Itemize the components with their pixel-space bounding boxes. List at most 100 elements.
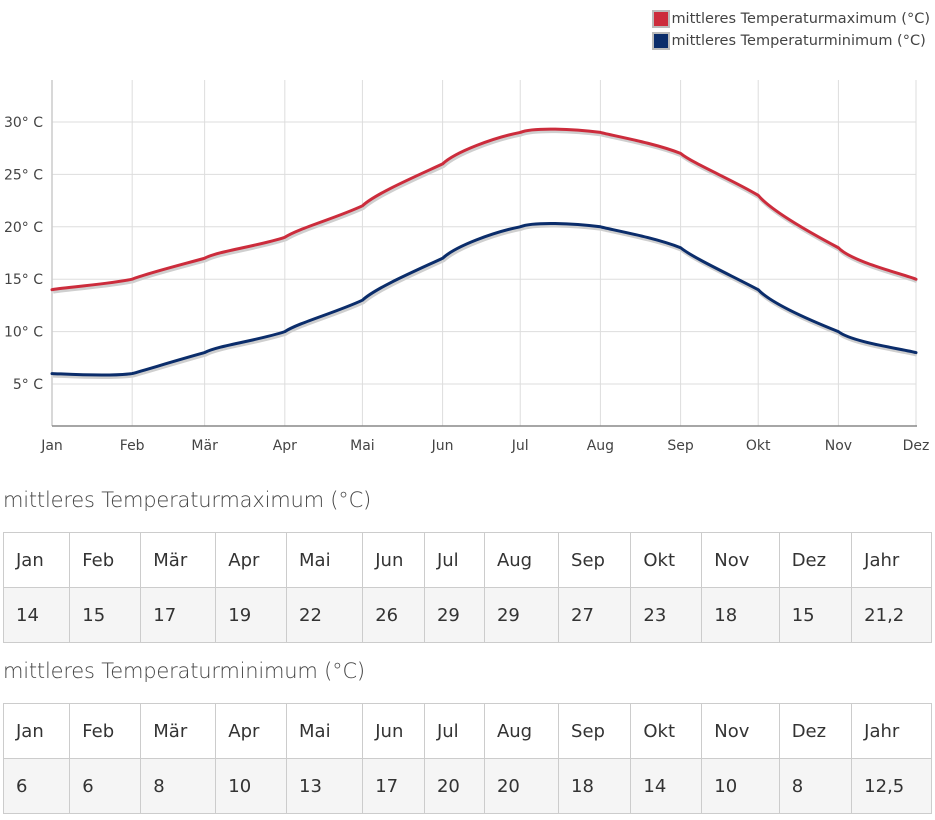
data-point[interactable] [46,368,58,380]
table-cell: 18 [701,587,780,643]
series-lines [46,126,922,380]
data-point[interactable] [437,252,449,264]
series-line-max[interactable] [50,127,918,292]
table-cell: 29 [423,587,485,643]
table-header-row: Jan Feb Mär Apr Mai Jun Jul Aug Sep Okt Nov Dez Jahr [2,532,932,588]
table-header-cell: Okt [630,703,703,759]
table-cell: 20 [423,758,485,814]
table-header-cell: Sep [558,532,632,588]
data-point[interactable] [514,221,526,233]
x-tick-label: Nov [825,438,852,454]
table-cell: 22 [286,587,364,643]
table-cell: 21,2 [851,587,932,643]
data-point[interactable] [437,158,449,170]
y-tick-label: 20° C [4,220,43,236]
table-cell: 14 [2,587,71,643]
data-point[interactable] [279,326,291,338]
table-header-cell: Aug [483,703,560,759]
table-header-cell: Mai [286,532,364,588]
table-header-cell: Aug [483,532,560,588]
table-cell: 29 [483,587,560,643]
x-tick-label: Mai [350,438,375,454]
x-tick-label: Jan [40,438,63,454]
table-row: 14 15 17 19 22 26 29 29 27 23 18 15 21,2 [2,587,932,643]
table-header-cell: Apr [215,703,288,759]
data-point[interactable] [594,126,606,138]
legend-swatch-min [652,32,671,50]
table-header-cell: Jun [362,532,425,588]
data-point[interactable] [356,200,368,212]
table-header-cell: Jahr [851,532,932,588]
data-point[interactable] [752,189,764,201]
axes: 5° C 10° C 15° C 20° C 25° C 30° C Jan Feb Mär Ap… [4,80,929,454]
legend-swatch-max [652,10,671,28]
table-cell: 15 [69,587,142,643]
table-cell: 6 [69,758,142,814]
data-point[interactable] [279,231,291,243]
data-point[interactable] [910,273,922,285]
table-header-cell: Feb [69,532,142,588]
y-tick-label: 10° C [4,325,43,341]
table-min: Jan Feb Mär Apr Mai Jun Jul Aug Sep Okt Nov Dez Jahr… [2,703,932,814]
series-shadow [52,129,918,294]
data-point[interactable] [752,284,764,296]
table-header-cell: Jul [423,703,485,759]
legend-item-max[interactable]: mittleres Temperaturmaximum (°C) [652,8,930,30]
table-header-cell: Dez [778,532,853,588]
data-point[interactable] [675,242,687,254]
table-cell: 12,5 [851,758,932,814]
table-row: 6 6 8 10 13 17 20 20 18 14 10 8 12,5 [2,758,932,814]
table-cell: 23 [630,587,703,643]
data-point[interactable] [832,242,844,254]
table-header-cell: Mai [286,703,364,759]
series-line-min[interactable] [50,222,918,377]
data-point[interactable] [910,347,922,359]
table-max: Jan Feb Mär Apr Mai Jun Jul Aug Sep Okt Nov Dez Jahr… [2,532,932,643]
x-tick-label: Jul [511,438,529,454]
x-tick-label: Sep [667,438,694,454]
legend-label-min: mittleres Temperaturminimum (°C) [671,33,926,49]
table-header-cell: Jun [362,703,425,759]
x-tick-label: Aug [587,438,614,454]
table-header-cell: Nov [701,532,780,588]
data-point[interactable] [356,294,368,306]
y-tick-label: 30° C [4,115,43,131]
table-cell: 6 [2,758,71,814]
data-point[interactable] [199,252,211,264]
table-cell: 14 [630,758,703,814]
table-header-cell: Feb [69,703,142,759]
table-title-max: mittleres Temperaturmaximum (°C) [3,488,372,512]
table-cell: 13 [286,758,364,814]
data-point[interactable] [514,126,526,138]
table-header-cell: Nov [701,703,780,759]
grid [51,80,917,426]
data-point[interactable] [126,273,138,285]
table-title-min: mittleres Temperaturminimum (°C) [3,659,365,683]
data-point[interactable] [199,347,211,359]
chart-legend: mittleres Temperaturmaximum (°C) mittler… [652,8,930,52]
table-cell: 17 [140,587,217,643]
table-header-cell: Mär [140,703,217,759]
legend-label-max: mittleres Temperaturmaximum (°C) [671,11,930,27]
table-header-row: Jan Feb Mär Apr Mai Jun Jul Aug Sep Okt Nov Dez Jahr [2,703,932,759]
x-tick-label: Okt [746,438,771,454]
table-header-cell: Jan [2,532,71,588]
table-cell: 17 [362,758,425,814]
table-cell: 27 [558,587,632,643]
data-point[interactable] [675,147,687,159]
data-point[interactable] [594,221,606,233]
x-tick-label: Mär [191,438,218,454]
table-header-cell: Jul [423,532,485,588]
legend-item-min[interactable]: mittleres Temperaturminimum (°C) [652,30,930,52]
table-header-cell: Sep [558,703,632,759]
table-header-cell: Apr [215,532,288,588]
table-cell: 8 [778,758,853,814]
table-cell: 20 [483,758,560,814]
table-cell: 19 [215,587,288,643]
temperature-chart: 5° C 10° C 15° C 20° C 25° C 30° C Jan Feb Mär Ap… [4,80,929,454]
data-point[interactable] [46,284,58,296]
x-tick-label: Dez [903,438,930,454]
table-header-cell: Dez [778,703,853,759]
data-point[interactable] [126,368,138,380]
data-point[interactable] [832,326,844,338]
